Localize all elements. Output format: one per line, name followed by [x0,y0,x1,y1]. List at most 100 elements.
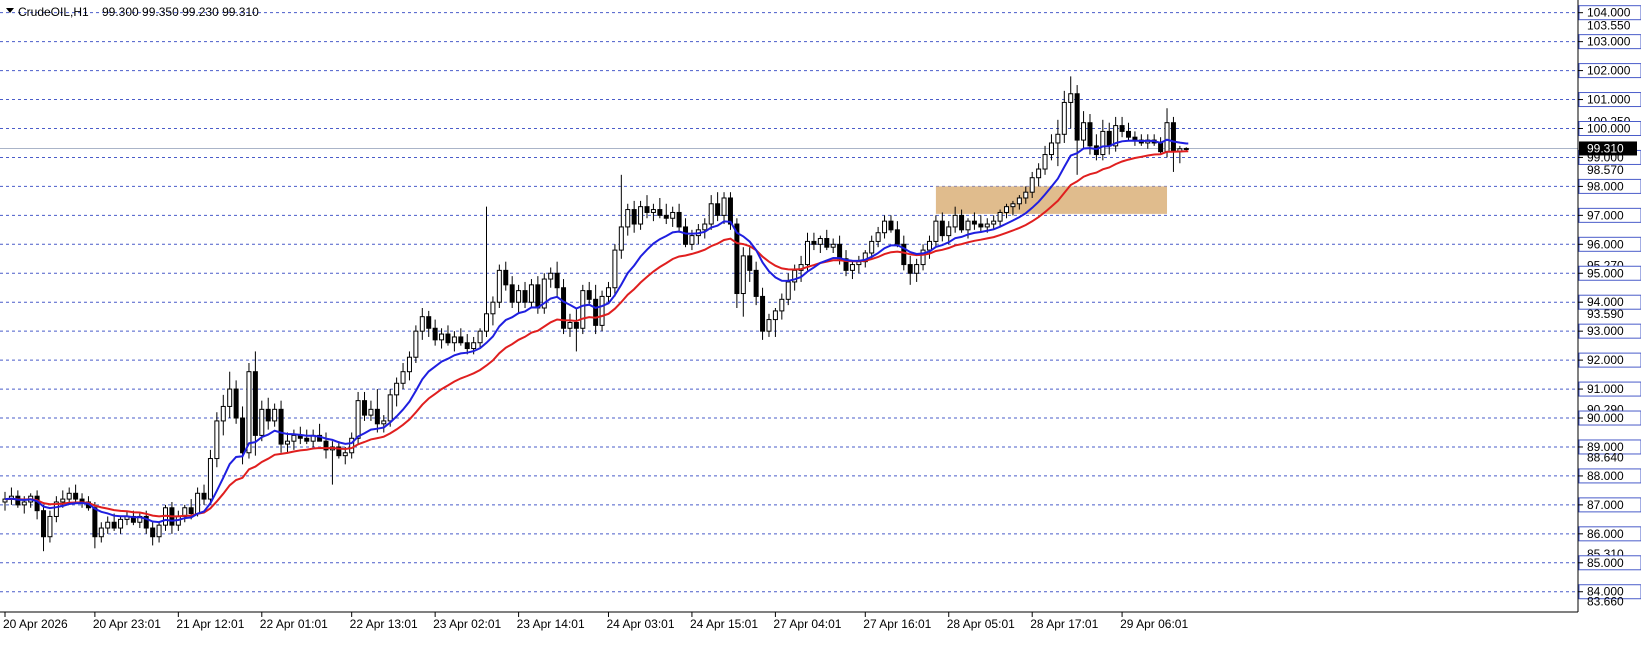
candle-body-bull [786,282,790,299]
demand-zone[interactable] [936,186,1167,214]
candle-body-bull [722,198,726,215]
candle-body-bear [940,221,944,235]
candle [587,282,591,305]
candle-body-bear [838,244,842,258]
candle [1075,85,1079,175]
candle-body-bear [465,343,469,349]
time-tick-label: 22 Apr 01:01 [260,617,328,631]
candle [992,215,996,229]
candle-body-bull [1056,134,1060,143]
candle-body-bull [927,241,931,250]
candle [125,511,129,525]
candle [196,488,200,517]
candle-body-bull [260,409,264,435]
candle-body-bull [953,215,957,227]
candle-body-bull [273,409,277,421]
candle [48,511,52,543]
candle-body-bull [395,383,399,395]
candle-body-bull [741,256,745,294]
candle-body-bear [825,239,829,248]
price-tick-label: 88.000 [1587,469,1624,483]
candle-body-bear [151,528,155,537]
candle-body-bear [375,409,379,423]
candle-body-bull [806,241,810,264]
symbol-timeframe: CrudeOIL,H1 [18,5,89,19]
candle [35,490,39,519]
candle-body-bear [1159,143,1163,152]
candle-body-bear [677,212,681,226]
candle-body-bear [658,210,662,216]
price-tick-label: 101.000 [1587,93,1631,107]
candle-body-bear [979,224,983,227]
time-tick-label: 22 Apr 13:01 [350,617,418,631]
candle-body-bear [1088,123,1092,146]
axis-layer: 104.000103.550103.000102.000101.000100.2… [0,0,1641,631]
candle [465,334,469,354]
candle [889,215,893,232]
candle [497,265,501,308]
candle [99,522,103,542]
candle-body-bull [947,227,951,236]
candle-body-bear [42,511,46,537]
candle [857,256,861,273]
candle [80,493,84,507]
candle-body-bull [67,493,71,499]
candle-body-bear [510,285,514,302]
candle-body-bear [241,418,245,453]
candle-body-bull [1184,148,1188,149]
price-tick-label: 95.000 [1587,266,1624,280]
candle [478,328,482,348]
candle-body-bull [106,522,110,528]
candle [825,230,829,250]
candle-body-bear [93,508,97,537]
candle-body-bull [780,299,784,311]
candle-body-bull [1030,178,1034,192]
price-tick-label: 85.000 [1587,556,1624,570]
candle [921,244,925,270]
candle [337,441,341,458]
candle [491,296,495,325]
candle [485,207,489,337]
candle-body-bear [1094,146,1098,155]
candle [9,488,13,505]
candle [940,212,944,241]
candle-body-bull [22,502,26,505]
candle-body-bear [812,241,816,244]
candle [151,522,155,545]
price-tick-label: 104.000 [1587,6,1631,20]
candle-body-bull [651,210,655,213]
candle-body-bear [684,227,688,244]
price-tick-label: 103.550 [1587,19,1631,33]
candle [639,201,643,230]
price-tick-label: 87.000 [1587,498,1624,512]
price-tick-label: 92.000 [1587,353,1624,367]
candle-body-bull [998,212,1002,221]
time-tick-label: 28 Apr 05:01 [947,617,1015,631]
candle [831,239,835,253]
candle [1062,91,1066,143]
candle-body-bull [407,357,411,371]
candle [600,291,604,332]
candle-body-bear [664,215,668,218]
candle-body-bull [850,265,854,271]
candle [1114,117,1118,152]
candle [1107,123,1111,155]
candle [748,247,752,282]
candle-body-bear [587,291,591,300]
candle [427,311,431,337]
candle [979,215,983,232]
candle-body-bull [600,296,604,325]
time-tick-label: 21 Apr 12:01 [176,617,244,631]
candle [651,204,655,221]
candle-body-bear [594,299,598,325]
candle-body-bear [562,288,566,329]
candle-body-bull [196,493,200,513]
candle [1049,134,1053,160]
candle [1037,163,1041,186]
ohlc-readout: 99.300 99.350 99.230 99.310 [102,5,259,19]
candle [780,294,784,320]
candle [619,175,623,259]
candle [626,204,630,236]
